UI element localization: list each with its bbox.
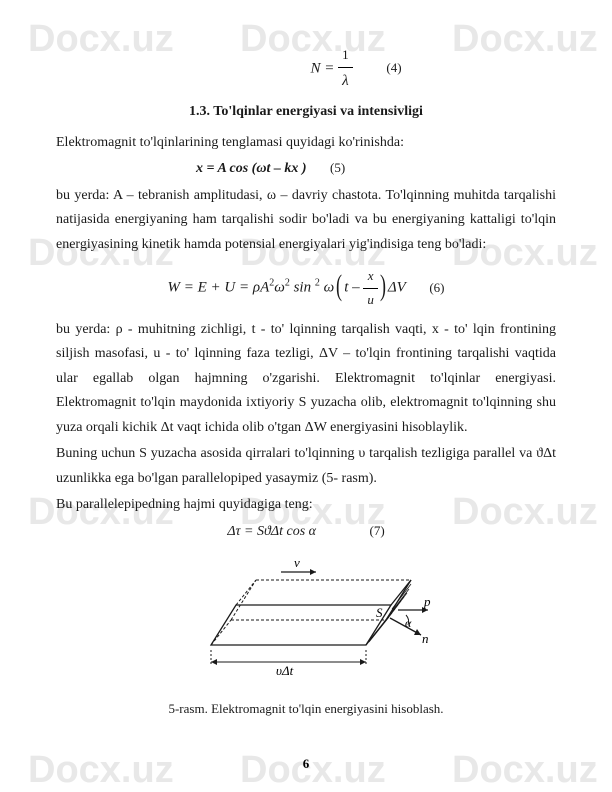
eq5-text: x = A cos (ωt – kx ) <box>196 161 307 176</box>
eq6-lhs: W = E + U = ρA <box>168 280 270 296</box>
equation-6: W = E + U = ρA2ω2 sin 2 ω(t – xu)ΔV (6) <box>56 265 556 312</box>
eq6-t: t – <box>344 280 363 296</box>
eq4-denominator: λ <box>338 68 353 94</box>
fig-n-label: n <box>422 631 429 646</box>
eq6-sin: sin <box>290 280 315 296</box>
fig-axis-label: υΔt <box>276 663 294 678</box>
paragraph-5: Bu parallelepipedning hajmi quyidagiga t… <box>56 493 556 518</box>
fig-s-label: S <box>376 605 383 620</box>
figure-caption: 5-rasm. Elektromagnit to'lqin energiyasi… <box>56 698 556 721</box>
paragraph-4: Buning uchun S yuzacha asosida qirralari… <box>56 442 556 491</box>
eq6-label: (6) <box>429 280 444 295</box>
equation-5: x = A cos (ωt – kx ) (5) <box>196 157 556 182</box>
fig-p-label: p <box>423 594 431 609</box>
eq7-label: (7) <box>370 523 385 538</box>
paragraph-3: bu yerda: ρ - muhitning zichligi, t - to… <box>56 318 556 441</box>
eq6-rparen: ) <box>380 274 386 298</box>
fig-alpha-label: α <box>405 616 412 630</box>
figure-5: v p n S α υΔt <box>56 550 556 690</box>
equation-4: N = 1 λ (4) <box>56 44 556 94</box>
eq4-lhs: N = <box>310 60 334 76</box>
fig-v-label: v <box>294 555 300 570</box>
paragraph-1: Elektromagnit to'lqinlarining tenglamasi… <box>56 131 556 156</box>
eq6-frac-num: x <box>363 265 378 289</box>
eq6-frac-den: u <box>363 289 378 312</box>
eq4-numerator: 1 <box>338 44 353 68</box>
eq6-delta: ΔV <box>388 280 406 296</box>
equation-7: Δτ = SϑΔt cos α (7) <box>56 520 556 545</box>
paragraph-2: bu yerda: A – tebranish amplitudasi, ω –… <box>56 184 556 258</box>
eq7-text: Δτ = SϑΔt cos α <box>227 524 316 539</box>
page-content: N = 1 λ (4) 1.3. To'lqinlar energiyasi v… <box>0 0 612 721</box>
eq6-omega2: ω <box>320 280 334 296</box>
parallelepiped-diagram: v p n S α υΔt <box>176 550 436 690</box>
eq6-lparen: ( <box>336 274 342 298</box>
page-number: 6 <box>0 756 612 772</box>
eq6-omega: ω <box>274 280 285 296</box>
eq5-label: (5) <box>330 160 345 175</box>
section-title: 1.3. To'lqinlar energiyasi va intensivli… <box>56 100 556 125</box>
eq4-label: (4) <box>386 60 401 75</box>
